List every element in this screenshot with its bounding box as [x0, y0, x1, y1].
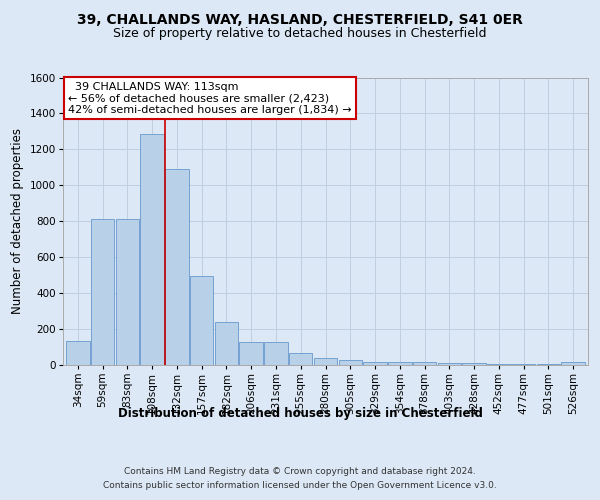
- Bar: [388, 362, 412, 365]
- Bar: [239, 342, 263, 365]
- Bar: [289, 354, 313, 365]
- Bar: [338, 360, 362, 365]
- Y-axis label: Number of detached properties: Number of detached properties: [11, 128, 24, 314]
- Text: Size of property relative to detached houses in Chesterfield: Size of property relative to detached ho…: [113, 28, 487, 40]
- Bar: [165, 169, 188, 365]
- Bar: [314, 358, 337, 365]
- Bar: [463, 363, 486, 365]
- Bar: [536, 364, 560, 365]
- Bar: [562, 362, 585, 365]
- Text: 39, CHALLANDS WAY, HASLAND, CHESTERFIELD, S41 0ER: 39, CHALLANDS WAY, HASLAND, CHESTERFIELD…: [77, 12, 523, 26]
- Text: 39 CHALLANDS WAY: 113sqm
← 56% of detached houses are smaller (2,423)
42% of sem: 39 CHALLANDS WAY: 113sqm ← 56% of detach…: [68, 82, 352, 115]
- Bar: [413, 362, 436, 365]
- Bar: [264, 342, 288, 365]
- Bar: [437, 363, 461, 365]
- Bar: [190, 276, 214, 365]
- Bar: [116, 218, 139, 365]
- Bar: [140, 134, 164, 365]
- Bar: [215, 322, 238, 365]
- Bar: [66, 340, 89, 365]
- Bar: [487, 364, 511, 365]
- Bar: [91, 218, 115, 365]
- Bar: [512, 364, 535, 365]
- Bar: [363, 362, 387, 365]
- Text: Contains HM Land Registry data © Crown copyright and database right 2024.: Contains HM Land Registry data © Crown c…: [124, 468, 476, 476]
- Text: Contains public sector information licensed under the Open Government Licence v3: Contains public sector information licen…: [103, 481, 497, 490]
- Text: Distribution of detached houses by size in Chesterfield: Distribution of detached houses by size …: [118, 408, 482, 420]
